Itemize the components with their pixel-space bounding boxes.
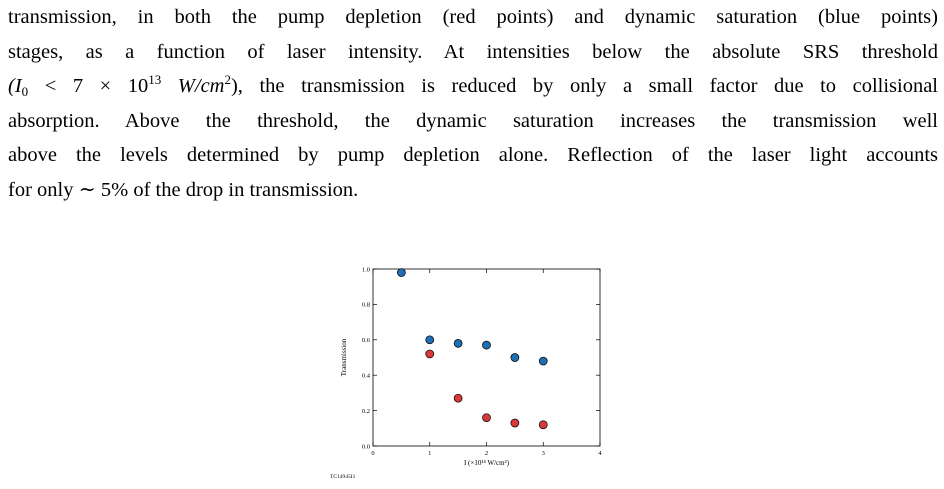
data-point xyxy=(538,420,548,430)
data-point xyxy=(453,338,463,348)
paragraph-line-3: (I0 < 7 × 1013 W/cm2), the transmission … xyxy=(8,69,938,104)
y-tick-label: 1.0 xyxy=(362,266,370,273)
formula-unit: W/cm xyxy=(161,75,225,97)
transmission-figure: 0 1 2 3 4 0.0 0.2 0.4 0.6 0.8 1.0 Transmission I (×1… xyxy=(330,262,610,484)
paragraph-line-1: transmission, in both the pump depletion… xyxy=(8,6,938,28)
paragraph-line-5: above the levels determined by pump depl… xyxy=(8,144,938,166)
x-tick-label: 1 xyxy=(428,450,431,457)
paragraph-line-2: stages, as a function of laser intensity… xyxy=(8,40,938,63)
data-point xyxy=(425,335,435,345)
y-tick-label: 0.6 xyxy=(362,337,371,344)
figure-tag: TC14945I1 xyxy=(330,474,356,480)
formula-exponent: 13 xyxy=(148,72,162,87)
chart-marks xyxy=(397,268,548,430)
formula-subscript: 0 xyxy=(21,84,29,99)
x-tick-label: 4 xyxy=(598,450,602,457)
formula-rest: ), the transmission is reduced by only a… xyxy=(230,75,938,97)
y-tick-label: 0.2 xyxy=(362,408,370,415)
formula-open: (I xyxy=(8,75,22,97)
data-point xyxy=(453,393,463,403)
data-point xyxy=(510,353,520,362)
data-point xyxy=(510,418,520,428)
x-tick-label: 2 xyxy=(485,450,488,457)
chart-axes xyxy=(372,268,601,447)
data-point xyxy=(482,413,491,423)
data-point xyxy=(538,356,548,366)
x-tick-label: 3 xyxy=(542,450,545,457)
y-axis-label: Transmission xyxy=(340,338,348,376)
formula-mid: < 7 × 10 xyxy=(28,75,149,97)
transmission-scatter-chart: 0 1 2 3 4 0.0 0.2 0.4 0.6 0.8 1.0 Transmission I (×1… xyxy=(330,266,602,480)
data-point xyxy=(482,340,491,350)
body-paragraph: transmission, in both the pump depletion… xyxy=(8,0,938,207)
x-tick-label: 0 xyxy=(371,450,374,457)
data-point xyxy=(397,268,406,277)
y-tick-label: 0.8 xyxy=(362,302,370,309)
data-point xyxy=(425,349,435,359)
x-axis-label: I (×10¹⁴ W/cm²) xyxy=(464,459,510,467)
paragraph-line-4: absorption. Above the threshold, the dyn… xyxy=(8,109,938,132)
chart-labels: 0 1 2 3 4 0.0 0.2 0.4 0.6 0.8 1.0 Transmission I (×1… xyxy=(330,266,602,480)
y-tick-label: 0.4 xyxy=(362,373,371,380)
paragraph-line-6: for only ∼ 5% of the drop in transmissio… xyxy=(8,178,359,201)
y-tick-label: 0.0 xyxy=(362,443,370,450)
formula-unit-exponent: 2 xyxy=(224,72,231,87)
